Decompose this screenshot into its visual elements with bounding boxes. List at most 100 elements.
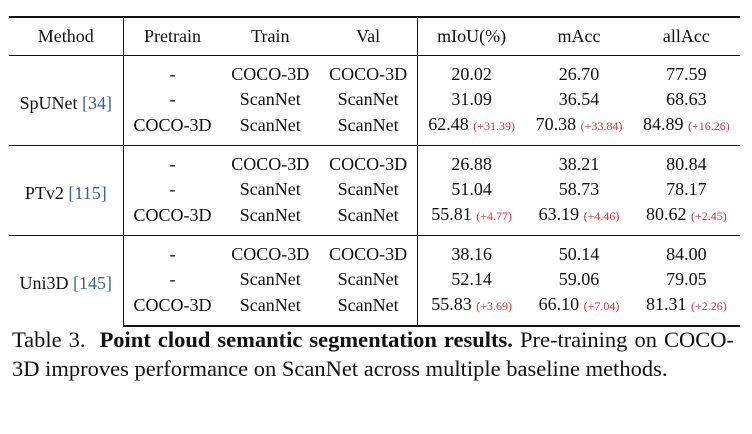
caption-label: Table 3.: [12, 327, 86, 352]
table-header-row: Method Pretrain Train Val mIoU(%) mAcc a…: [9, 16, 740, 56]
allacc-cell: 78.17: [633, 177, 740, 202]
train-cell: ScanNet: [239, 114, 301, 135]
header-allacc: allAcc: [632, 16, 740, 56]
macc-cell: 63.19 (+4.46): [525, 202, 632, 236]
pretrain-cell: -: [123, 234, 222, 267]
header-pretrain: Pretrain: [123, 16, 222, 56]
train-cell: ScanNet: [239, 268, 301, 289]
allacc-cell: 84.89 (+16.26): [633, 112, 740, 146]
metric-value: 77.59: [666, 63, 707, 84]
method-cell: Uni3D [145]: [9, 234, 124, 326]
method-name: PTv2: [24, 182, 64, 203]
macc-cell: 70.38 (+33.84): [525, 112, 632, 146]
method-group: PTv2 [115] - COCO-3D COCO-3D 26.88 38.21 80.84…: [9, 144, 740, 236]
metric-value: 84.89: [642, 113, 684, 134]
metric-delta: (+33.84): [580, 118, 623, 133]
macc-cell: 36.54: [525, 87, 632, 112]
method-cell: SpUNet [34]: [9, 55, 124, 145]
pretrain-cell: -: [123, 144, 222, 177]
metric-value: 66.10: [538, 293, 580, 314]
val-cell: ScanNet: [319, 86, 419, 112]
val-cell: ScanNet: [319, 266, 419, 292]
miou-cell: 62.48 (+31.39): [418, 112, 526, 146]
metric-value: 68.63: [666, 88, 707, 109]
val-cell: COCO-3D: [319, 55, 419, 87]
method-group: SpUNet [34] - COCO-3D COCO-3D 20.02 26.70 77.5…: [9, 55, 740, 145]
train-cell: COCO-3D: [221, 234, 320, 267]
metric-value: 63.19: [538, 203, 580, 224]
metric-value: 36.54: [558, 88, 600, 109]
macc-cell: 58.73: [525, 177, 632, 202]
method-name: SpUNet: [19, 92, 78, 113]
allacc-cell: 77.59: [633, 55, 740, 87]
val-cell: COCO-3D: [319, 144, 419, 177]
train-cell: ScanNet: [239, 88, 301, 109]
metric-delta: (+2.45): [690, 208, 727, 223]
pretrain-cell: COCO-3D: [123, 291, 222, 327]
metric-value: 79.05: [666, 268, 707, 289]
metric-value: 55.81: [431, 203, 472, 224]
pretrain-cell: -: [169, 88, 176, 109]
macc-cell: 59.06: [525, 267, 632, 292]
metric-value: 31.09: [451, 88, 492, 109]
method-cell: PTv2 [115]: [9, 144, 124, 235]
pretrain-cell: -: [169, 178, 176, 199]
caption-title: Point cloud semantic segmentation result…: [99, 327, 513, 352]
val-cell: ScanNet: [319, 176, 419, 202]
val-cell: ScanNet: [319, 291, 419, 327]
metric-value: 81.31: [645, 293, 687, 314]
metric-value: 52.14: [451, 268, 492, 289]
macc-cell: 50.14: [525, 234, 633, 267]
metric-value: 62.48: [428, 113, 469, 134]
method-name: Uni3D: [19, 273, 69, 293]
citation-link[interactable]: [34]: [82, 92, 113, 113]
metric-value: 80.84: [666, 153, 707, 174]
table-row: - ScanNet ScanNet 52.14 59.06 79.05: [9, 266, 740, 292]
miou-cell: 51.04: [418, 177, 526, 202]
metric-delta: (+16.26): [687, 118, 730, 133]
header-train: Train: [221, 16, 320, 56]
header-method: Method: [9, 16, 124, 56]
metric-value: 20.02: [451, 63, 492, 84]
macc-cell: 66.10 (+7.04): [525, 291, 633, 327]
header-miou: mIoU(%): [417, 16, 526, 56]
table-row: Uni3D [145] - COCO-3D COCO-3D 38.16 50.14 84.0…: [9, 234, 740, 326]
train-cell: COCO-3D: [221, 144, 320, 177]
miou-cell: 38.16: [417, 234, 526, 267]
train-cell: ScanNet: [221, 291, 320, 327]
pretrain-cell: COCO-3D: [133, 204, 212, 225]
table-row: COCO-3D ScanNet ScanNet 62.48 (+31.39) 70.38…: [9, 111, 740, 146]
metric-value: 26.88: [451, 153, 492, 174]
header-macc: mAcc: [525, 16, 633, 56]
macc-cell: 26.70: [525, 55, 632, 87]
metric-value: 38.21: [558, 153, 600, 174]
metric-value: 58.73: [558, 178, 600, 199]
pretrain-cell: -: [169, 268, 176, 289]
table-row: COCO-3D ScanNet ScanNet 55.81 (+4.77) 63.19 …: [9, 201, 740, 236]
table-row: SpUNet [34] - COCO-3D COCO-3D 20.02 26.70 77.5…: [9, 55, 740, 145]
metric-value: 55.83: [431, 293, 472, 314]
pretrain-cell: -: [169, 63, 176, 84]
metric-value: 70.38: [535, 113, 577, 134]
caption-text: Pre-training on COCO-3D improves perform…: [12, 327, 734, 381]
miou-cell: 55.83 (+3.69): [417, 291, 526, 327]
macc-cell: 38.21: [525, 144, 633, 177]
table-row: PTv2 [115] - COCO-3D COCO-3D 26.88 38.21 80.84: [9, 144, 740, 235]
allacc-cell: 68.63: [633, 87, 740, 112]
miou-cell: 55.81 (+4.77): [418, 202, 526, 236]
citation-link[interactable]: [115]: [68, 182, 107, 203]
miou-cell: 52.14: [418, 267, 526, 292]
metric-delta: (+4.46): [583, 208, 620, 223]
metric-value: 84.00: [666, 243, 707, 264]
table-caption: Table 3. Point cloud semantic segmentatio…: [12, 326, 734, 383]
val-cell: COCO-3D: [319, 234, 419, 267]
metric-value: 50.14: [558, 243, 600, 264]
citation-link[interactable]: [145]: [73, 273, 113, 293]
allacc-cell: 80.84: [632, 144, 740, 177]
results-table: Method Pretrain Train Val mIoU(%) mAcc a…: [9, 16, 740, 327]
train-cell: COCO-3D: [231, 63, 310, 84]
metric-delta: (+4.77): [476, 208, 513, 223]
pretrain-cell: COCO-3D: [133, 114, 212, 135]
method-group: Uni3D [145] - COCO-3D COCO-3D 38.16 50.14 84.0…: [9, 234, 740, 327]
